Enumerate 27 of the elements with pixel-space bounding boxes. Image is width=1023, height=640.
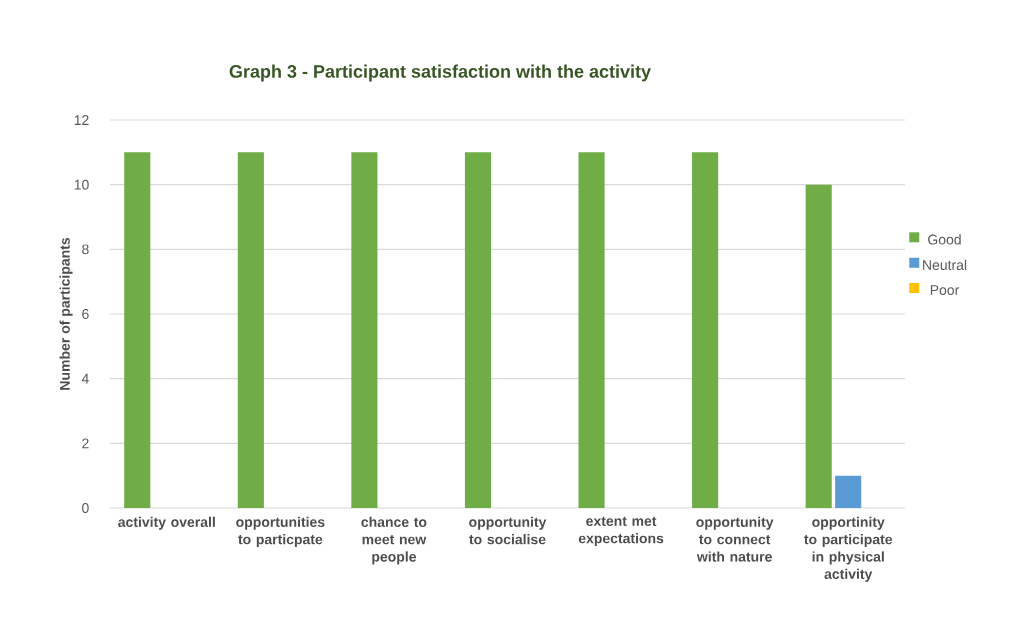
legend-label: Good [928, 234, 961, 245]
bar [351, 152, 378, 508]
y-tick-label: 10 [74, 179, 89, 190]
x-tick-label: opportunity to socialise [469, 516, 547, 545]
y-axis-title: Number of participants [59, 237, 73, 390]
legend-label: Poor [930, 285, 960, 295]
y-tick-label: 2 [82, 438, 89, 449]
y-tick-label: 4 [81, 373, 89, 384]
bar [237, 152, 264, 508]
bar [835, 475, 862, 508]
x-tick-label: opportinity to participate in physical activity [804, 516, 893, 582]
chart-title: Graph 3 - Participant satisfaction with the activity [229, 64, 651, 82]
y-tick-label: 6 [82, 309, 89, 319]
legend-label: Neutral [923, 259, 967, 271]
y-tick-label: 0 [82, 503, 89, 513]
bar [578, 152, 605, 508]
x-tick-label: chance to meet new people [361, 516, 427, 565]
x-tick-label: opportunities to particpate [236, 516, 325, 548]
y-tick-label: 12 [74, 115, 89, 125]
bar [464, 152, 492, 508]
x-tick-label: opportunity to connect with nature [696, 516, 774, 562]
bar [805, 184, 832, 508]
bar [124, 152, 151, 508]
x-tick-label: activity overall [118, 516, 215, 530]
y-tick-label: 8 [82, 244, 89, 255]
bar [692, 152, 719, 508]
x-tick-label: extent met expectations [578, 516, 664, 547]
